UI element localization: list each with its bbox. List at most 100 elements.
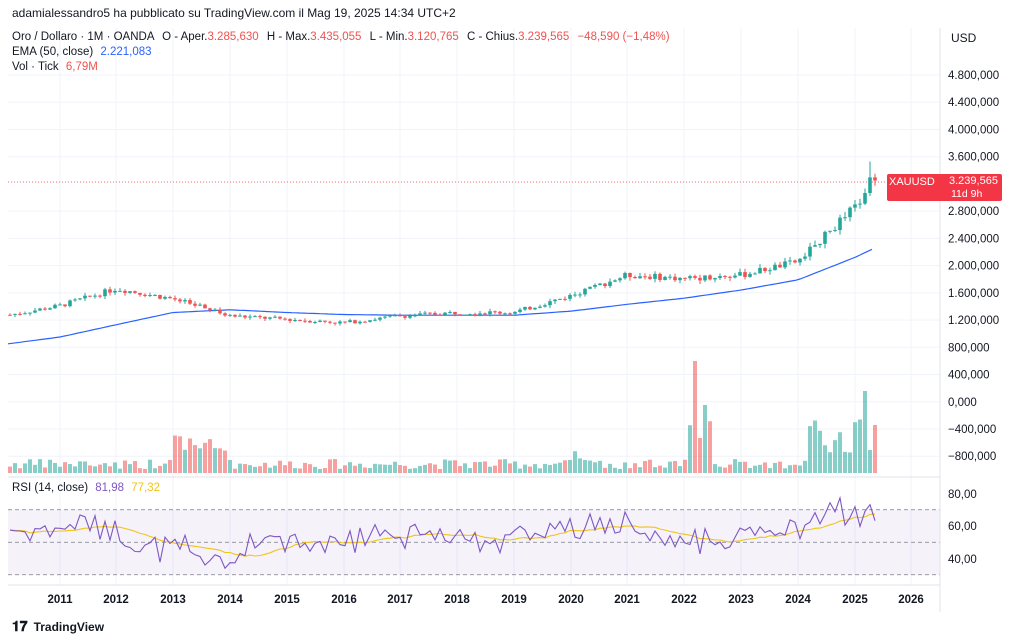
price-axis-label: 4.400,000 — [948, 97, 999, 109]
volume-bar — [193, 445, 197, 473]
ema-legend[interactable]: EMA (50, close) 2.221,083 — [12, 46, 152, 58]
high-label: H - Max. — [266, 31, 311, 43]
volume-bar — [183, 449, 187, 473]
ema-path — [7, 248, 873, 345]
candle-body — [663, 276, 667, 280]
volume-bar — [233, 468, 237, 473]
volume-bar — [843, 451, 847, 473]
volume-bar — [248, 465, 252, 473]
volume-bar — [198, 448, 202, 473]
candle-body — [133, 291, 137, 293]
volume-bar — [723, 467, 727, 473]
volume-bar — [168, 460, 172, 473]
volume-bar — [363, 467, 367, 473]
volume-bar — [613, 467, 617, 473]
rsi-axis[interactable]: 80,00 60,00 40,00 — [948, 489, 977, 566]
candle-body — [783, 261, 787, 268]
volume-bar — [413, 468, 417, 473]
volume-bar — [253, 466, 257, 473]
time-axis-label: 2019 — [501, 594, 527, 606]
candle-body — [238, 315, 242, 317]
volume-bar — [833, 440, 837, 473]
volume-bar — [793, 464, 797, 473]
volume-bar — [343, 465, 347, 473]
volume-bar — [433, 464, 437, 473]
volume-bar — [298, 468, 302, 473]
volume-bar — [758, 464, 762, 473]
volume-bar — [748, 467, 752, 473]
price-axis-label: 2.400,000 — [948, 233, 999, 245]
time-axis-label: 2014 — [217, 594, 243, 606]
volume-bar — [63, 462, 67, 473]
price-axis[interactable]: 4.800,000 4.400,000 4.000,000 3.600,000 2.80… — [948, 70, 999, 463]
volume-bar — [458, 466, 462, 473]
publish-info: adamialessandro5 ha pubblicato su Tradin… — [12, 6, 456, 20]
volume-bar — [268, 467, 272, 473]
candle-body — [653, 273, 657, 279]
time-axis-label: 2021 — [614, 594, 640, 606]
price-axis-label: 1.200,000 — [948, 315, 999, 327]
candle-body — [798, 258, 802, 263]
candle-body — [338, 321, 342, 324]
rsi-legend[interactable]: RSI (14, close) 81,98 77,32 — [12, 482, 160, 494]
volume-legend[interactable]: Vol · Tick 6,79M — [12, 61, 98, 73]
volume-bar — [93, 466, 97, 473]
candle-body — [733, 275, 737, 278]
candle-body — [548, 301, 552, 306]
rsi-band — [8, 509, 940, 576]
candle-body — [33, 310, 37, 313]
candle-body — [343, 321, 347, 323]
candle-body — [493, 311, 497, 313]
candle-body — [608, 281, 612, 287]
candle-body — [58, 304, 62, 306]
candle-body — [488, 311, 492, 315]
candle-body — [863, 193, 867, 204]
volume-bar — [683, 459, 687, 473]
candle-body — [63, 304, 67, 307]
volume-bar — [123, 460, 127, 473]
candle-body — [8, 314, 12, 316]
time-axis[interactable]: 2011 2012 2013 2014 2015 2016 2017 2018 2019 2020… — [48, 594, 924, 606]
volume-bar — [408, 468, 412, 473]
candle-body — [113, 290, 117, 293]
volume-bar — [583, 460, 587, 473]
volume-bar — [718, 466, 722, 473]
volume-bar — [468, 468, 472, 473]
candle-body — [553, 299, 557, 302]
price-axis-label: 3.600,000 — [948, 152, 999, 164]
candle-body — [848, 207, 852, 218]
volume-bar — [808, 426, 812, 473]
candle-body — [158, 294, 162, 299]
volume-bar — [858, 419, 862, 473]
currency-label[interactable]: USD — [951, 31, 977, 45]
candle-body — [743, 272, 747, 277]
volume-bar — [128, 464, 132, 473]
symbol-label[interactable]: Oro / Dollaro · 1M · OANDA — [12, 31, 154, 43]
volume-bar — [803, 460, 807, 473]
candle-body — [93, 295, 97, 297]
candle-body — [523, 306, 527, 310]
open-value: 3.285,630 — [207, 31, 259, 43]
candle-body — [443, 312, 447, 316]
volume-bar — [438, 468, 442, 473]
volume-bar — [598, 460, 602, 473]
volume-bar — [428, 463, 432, 473]
volume-bar — [713, 464, 717, 473]
volume-bar — [178, 436, 182, 473]
rsi-axis-label: 80,00 — [948, 489, 977, 501]
candle-body — [448, 311, 452, 313]
candle-body — [818, 243, 822, 246]
candle-body — [483, 313, 487, 315]
candle-body — [368, 320, 372, 322]
price-tag-axis — [945, 174, 1002, 201]
volume-bar — [293, 468, 297, 473]
footer-brand[interactable]: 𝟏𝟕 TradingView — [12, 618, 104, 635]
candle-body — [828, 230, 832, 232]
candle-body — [358, 321, 362, 324]
price-legend[interactable]: Oro / Dollaro · 1M · OANDA O - Aper.3.28… — [12, 31, 670, 43]
volume-bar — [678, 466, 682, 473]
volume-bar — [8, 466, 12, 473]
candle-body — [148, 295, 152, 297]
rsi-axis-label: 60,00 — [948, 521, 977, 533]
